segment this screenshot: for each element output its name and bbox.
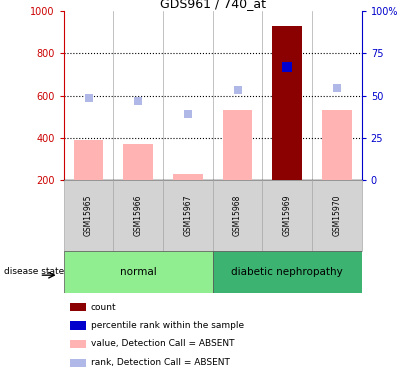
Bar bbox=[312, 180, 362, 251]
Text: GSM15965: GSM15965 bbox=[84, 195, 93, 236]
Text: value, Detection Call = ABSENT: value, Detection Call = ABSENT bbox=[90, 339, 234, 348]
Bar bbox=[69, 339, 86, 348]
Point bbox=[234, 87, 241, 93]
Bar bbox=[223, 110, 252, 180]
Bar bbox=[322, 110, 352, 180]
Text: GSM15969: GSM15969 bbox=[283, 195, 292, 236]
Bar bbox=[74, 140, 104, 180]
Bar bbox=[213, 180, 262, 251]
Point bbox=[334, 85, 340, 91]
Bar bbox=[69, 321, 86, 330]
Text: GSM15967: GSM15967 bbox=[183, 195, 192, 236]
Title: GDS961 / 740_at: GDS961 / 740_at bbox=[160, 0, 266, 10]
Bar bbox=[123, 144, 153, 180]
Bar bbox=[69, 358, 86, 367]
Text: diabetic nephropathy: diabetic nephropathy bbox=[231, 267, 343, 277]
Text: disease state: disease state bbox=[4, 267, 65, 276]
Point bbox=[85, 95, 92, 101]
Text: normal: normal bbox=[120, 267, 157, 277]
Bar bbox=[64, 251, 213, 292]
Text: GSM15966: GSM15966 bbox=[134, 195, 143, 236]
Point bbox=[185, 111, 191, 117]
Bar bbox=[262, 180, 312, 251]
Bar bbox=[69, 303, 86, 312]
Bar bbox=[173, 174, 203, 180]
Bar bbox=[272, 26, 302, 180]
Bar bbox=[64, 180, 113, 251]
Point bbox=[284, 64, 291, 70]
Text: count: count bbox=[90, 303, 116, 312]
Bar bbox=[213, 251, 362, 292]
Text: rank, Detection Call = ABSENT: rank, Detection Call = ABSENT bbox=[90, 358, 229, 367]
Text: GSM15968: GSM15968 bbox=[233, 195, 242, 236]
Bar bbox=[113, 180, 163, 251]
Bar bbox=[163, 180, 213, 251]
Text: percentile rank within the sample: percentile rank within the sample bbox=[90, 321, 244, 330]
Point bbox=[135, 98, 141, 104]
Text: GSM15970: GSM15970 bbox=[332, 195, 342, 236]
